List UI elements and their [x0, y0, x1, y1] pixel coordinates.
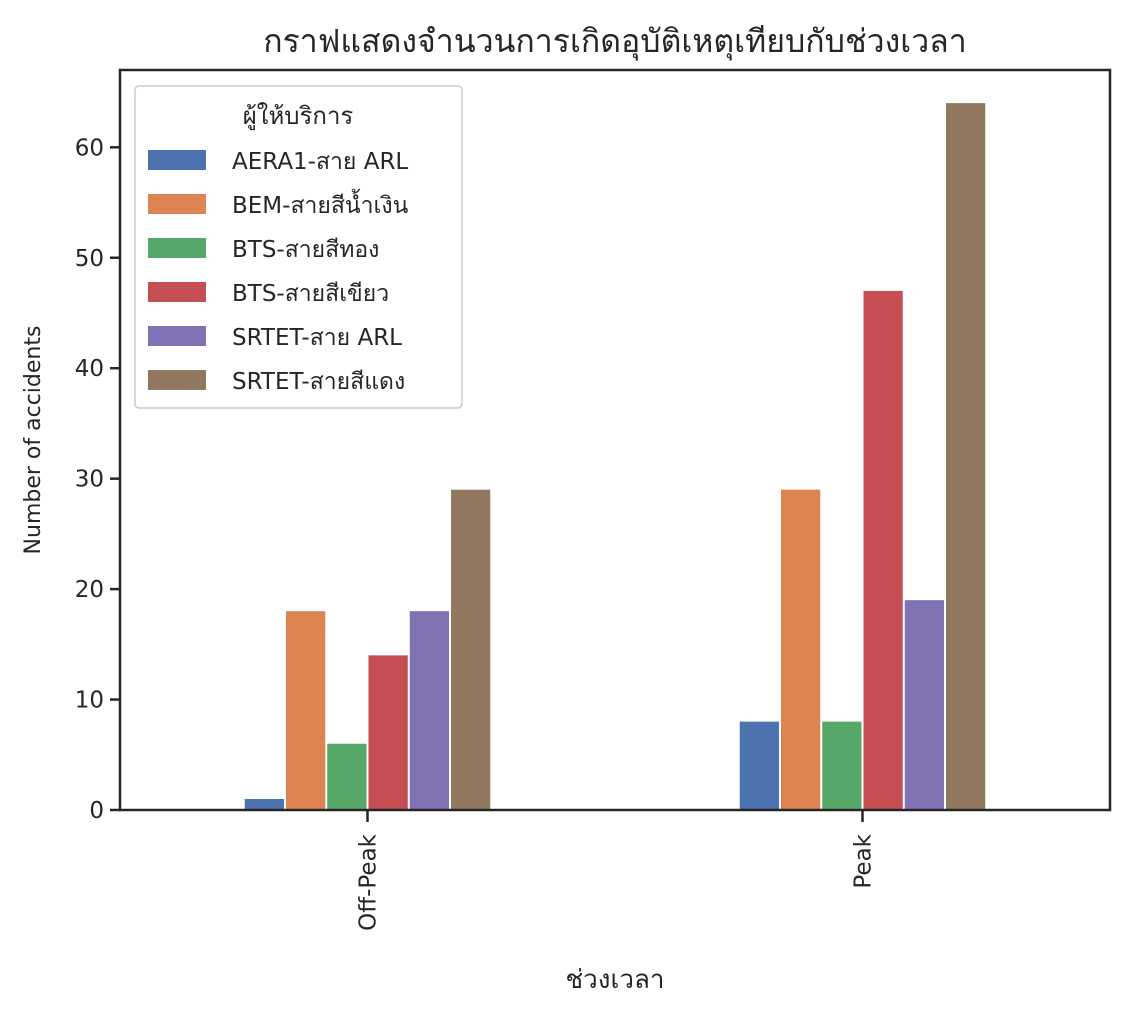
legend-swatch [148, 150, 206, 170]
bar [409, 611, 449, 810]
x-axis-label: ช่วงเวลา [566, 965, 665, 995]
legend-swatch [148, 238, 206, 258]
bar [739, 721, 779, 810]
bar [781, 489, 821, 810]
legend-swatch [148, 326, 206, 346]
legend-label: SRTET-สาย ARL [232, 325, 402, 351]
y-tick-label: 20 [75, 577, 104, 603]
bar [904, 600, 944, 810]
y-axis: 0 10 20 30 40 50 60 [75, 135, 120, 824]
bar [368, 655, 408, 810]
y-tick-label: 30 [75, 467, 104, 493]
plot-frame [118, 68, 1112, 812]
legend-swatch [148, 194, 206, 214]
legend-swatch [148, 282, 206, 302]
y-tick-label: 60 [75, 135, 104, 161]
bar [863, 290, 903, 810]
bars-group [244, 103, 986, 810]
bar [286, 611, 326, 810]
chart-title: กราฟแสดงจำนวนการเกิดอุบัติเหตุเทียบกับช่… [263, 22, 967, 61]
legend-label: BEM-สายสีน้ำเงิน [232, 189, 409, 219]
legend: ผู้ให้บริการ AERA1-สาย ARL BEM-สายสีน้ำเง… [134, 85, 463, 409]
legend-label: AERA1-สาย ARL [232, 149, 408, 175]
legend-swatch [148, 370, 206, 390]
legend-items: AERA1-สาย ARL BEM-สายสีน้ำเงิน BTS-สายสีทอ… [148, 149, 409, 395]
legend-label: BTS-สายสีทอง [232, 237, 379, 263]
bar [244, 798, 284, 810]
legend-label: SRTET-สายสีแดง [232, 369, 405, 395]
x-tick-label: Peak [851, 833, 877, 888]
bar [822, 721, 862, 810]
y-tick-label: 40 [75, 356, 104, 382]
bar [451, 489, 491, 810]
y-tick-label: 10 [75, 688, 104, 714]
legend-box [134, 85, 463, 409]
x-tick-label: Off-Peak [356, 833, 382, 931]
y-tick-label: 50 [75, 246, 104, 272]
legend-label: BTS-สายสีเขียว [232, 281, 389, 307]
bar [946, 103, 986, 810]
y-axis-label: Number of accidents [21, 326, 46, 555]
bar [327, 743, 367, 810]
x-axis: Off-Peak Peak [356, 810, 877, 931]
legend-title: ผู้ให้บริการ [243, 102, 354, 131]
y-tick-label: 0 [89, 798, 104, 824]
